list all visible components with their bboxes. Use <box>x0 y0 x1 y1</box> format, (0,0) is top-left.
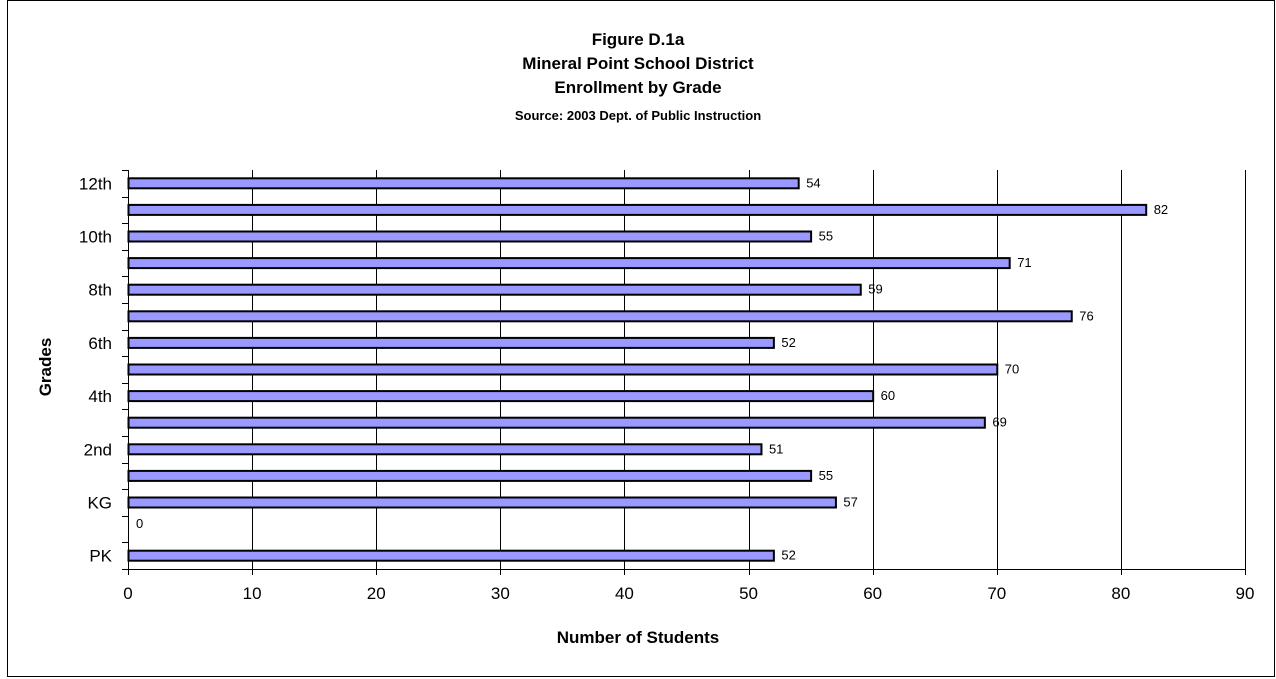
x-tick-label: 0 <box>123 584 132 603</box>
axes-group <box>122 170 1246 575</box>
data-label: 52 <box>781 548 795 563</box>
data-label: 69 <box>992 415 1006 430</box>
data-label: 71 <box>1017 255 1031 270</box>
data-label: 82 <box>1154 202 1168 217</box>
bar <box>127 363 999 376</box>
x-tick-label: 20 <box>367 584 386 603</box>
bar <box>127 549 775 562</box>
data-label: 59 <box>868 282 882 297</box>
bar <box>127 310 1073 323</box>
x-tick-label: 70 <box>987 584 1006 603</box>
x-axis-label: Number of Students <box>556 628 720 647</box>
data-label: 70 <box>1005 362 1019 377</box>
y-tick-label: KG <box>87 494 112 513</box>
bar <box>127 257 1011 270</box>
bar <box>127 390 875 403</box>
data-label: 54 <box>806 175 820 190</box>
bar <box>127 203 1148 216</box>
x-tick-label: 50 <box>739 584 758 603</box>
bar <box>127 416 986 429</box>
bar <box>127 283 862 296</box>
x-tick-label: 30 <box>491 584 510 603</box>
x-tick-label: 40 <box>615 584 634 603</box>
data-label: 76 <box>1079 308 1093 323</box>
y-tick-label: 8th <box>88 281 112 300</box>
y-tick-label: 6th <box>88 334 112 353</box>
bar <box>127 336 775 349</box>
bar <box>127 177 800 190</box>
bars-group <box>127 177 1148 562</box>
bar <box>127 443 763 456</box>
data-label: 52 <box>781 335 795 350</box>
labels-group: 0 10 20 30 40 50 60 70 80 90 52 PK 0 57 KG 55 51 2nd 69 60 4… <box>79 174 1255 603</box>
data-label: 55 <box>819 229 833 244</box>
chart-subtitle-2: Enrollment by Grade <box>554 78 722 97</box>
chart-subtitle: Mineral Point School District <box>522 54 754 73</box>
data-label: 51 <box>769 441 783 456</box>
y-tick-label: 4th <box>88 387 112 406</box>
bar <box>127 469 813 482</box>
y-tick-label: 12th <box>79 174 112 193</box>
data-label: 55 <box>819 468 833 483</box>
y-tick-label: PK <box>89 547 112 566</box>
chart-title: Figure D.1a <box>591 30 685 49</box>
y-tick-label: 2nd <box>84 440 112 459</box>
x-tick-label: 90 <box>1236 584 1255 603</box>
data-label: 60 <box>881 388 895 403</box>
y-tick-label: 10th <box>79 228 112 247</box>
bar <box>127 230 813 243</box>
chart-source: Source: 2003 Dept. of Public Instruction <box>514 108 762 123</box>
data-label: 57 <box>843 495 857 510</box>
bar <box>127 496 837 509</box>
x-tick-label: 80 <box>1111 584 1130 603</box>
data-label: 0 <box>136 516 143 531</box>
x-tick-label: 60 <box>863 584 882 603</box>
x-tick-label: 10 <box>243 584 262 603</box>
